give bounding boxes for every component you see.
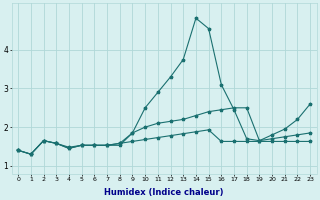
X-axis label: Humidex (Indice chaleur): Humidex (Indice chaleur) [104, 188, 224, 197]
